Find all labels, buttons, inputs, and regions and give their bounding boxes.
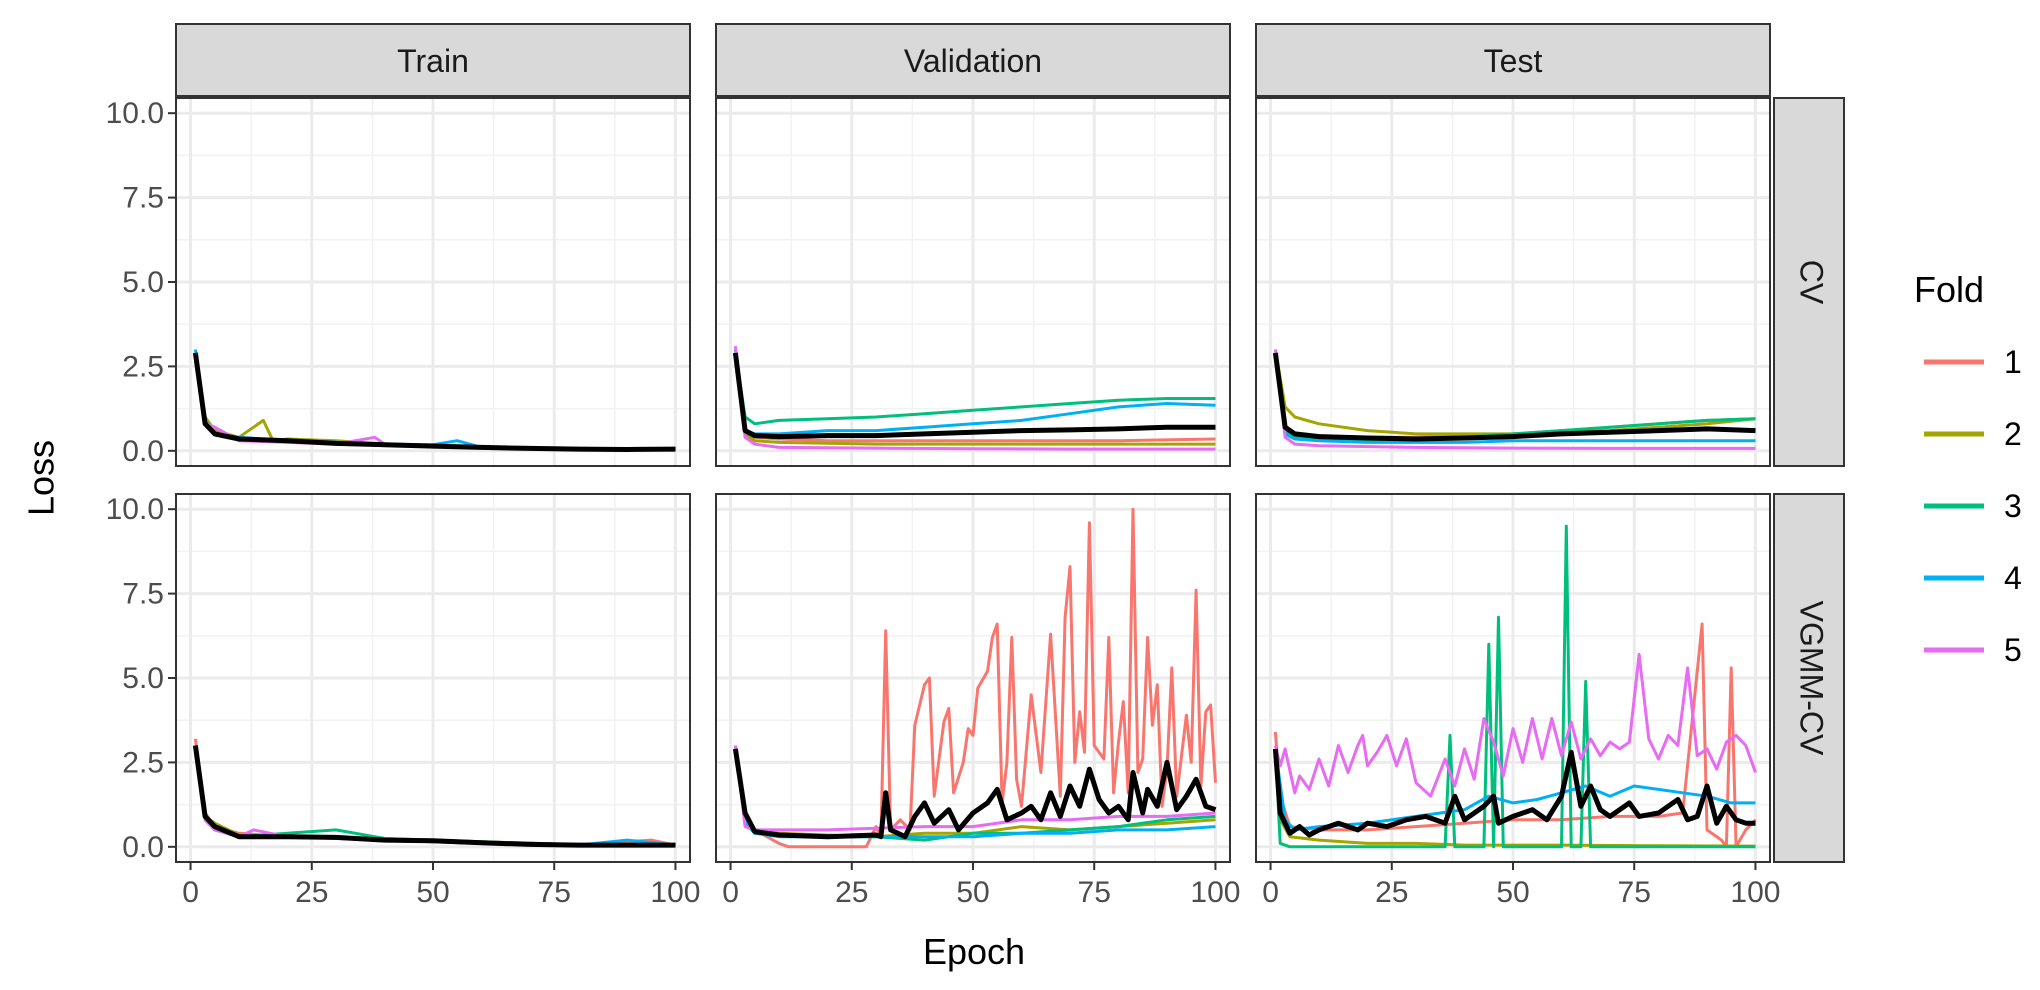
mean-line	[1272, 352, 1756, 442]
y-tick-label: 5.0	[122, 662, 164, 695]
x-tick-label: 0	[1262, 876, 1279, 909]
gridlines	[1256, 98, 1770, 466]
mean-line	[732, 352, 1216, 440]
mean-line	[1272, 748, 1756, 838]
series-group	[1272, 349, 1756, 450]
y-tick-label: 0.0	[122, 831, 164, 864]
y-tick-label: 0.0	[122, 435, 164, 468]
strip-box	[715, 23, 1231, 97]
y-tick-label: 2.5	[122, 350, 164, 383]
panel-vgmm-cv-test: 0 25 50 75 100	[1255, 493, 1780, 909]
strip-label: Test	[1484, 43, 1543, 79]
x-tick-label: 0	[182, 876, 199, 909]
series-line-fold-2	[733, 356, 1216, 446]
mean-line	[732, 748, 1217, 840]
series-group	[1272, 524, 1757, 849]
panel-cv-train: 0.0 2.5 5.0 7.5 10.0	[106, 97, 691, 468]
x-tick-label: 100	[1730, 876, 1780, 909]
legend-label: 1	[2004, 344, 2022, 380]
y-tick-label: 10.0	[106, 493, 164, 526]
legend-label: 3	[2004, 488, 2022, 524]
gridlines	[716, 98, 1230, 466]
y-tick-label: 2.5	[122, 746, 164, 779]
gridlines	[176, 98, 690, 466]
legend-item-1: 1	[1924, 344, 2022, 380]
strip-cv: CV	[1773, 97, 1845, 467]
legend: Fold 1 2 3 4 5	[1914, 269, 2022, 668]
y-tick-label: 7.5	[122, 182, 164, 215]
panel-cv-validation	[715, 97, 1231, 467]
strip-box	[1255, 23, 1771, 97]
strip-label: VGMM-CV	[1794, 601, 1830, 756]
series-group	[192, 738, 676, 848]
strip-label: Validation	[904, 43, 1042, 79]
x-tick-label: 75	[1078, 876, 1111, 909]
strip-test: Test	[1255, 23, 1771, 97]
legend-label: 5	[2004, 632, 2022, 668]
y-axis-title: Loss	[21, 440, 62, 516]
x-tick-label: 50	[1496, 876, 1529, 909]
legend-label: 4	[2004, 560, 2022, 596]
strip-train: Train	[175, 23, 691, 97]
series-line-fold-5	[1273, 349, 1756, 450]
panel-border	[715, 97, 1231, 467]
series-line-fold-4	[1273, 352, 1756, 444]
x-tick-label: 50	[416, 876, 449, 909]
mean-line	[192, 352, 676, 452]
legend-item-4: 4	[1924, 560, 2022, 596]
strip-box	[175, 23, 691, 97]
x-tick-label: 25	[835, 876, 868, 909]
legend-item-3: 3	[1924, 488, 2022, 524]
x-axis-title: Epoch	[923, 931, 1025, 972]
mean-line	[192, 745, 676, 848]
y-tick-label: 7.5	[122, 578, 164, 611]
x-tick-label: 50	[956, 876, 989, 909]
x-tick-label: 100	[1190, 876, 1240, 909]
y-tick-label: 5.0	[122, 266, 164, 299]
strip-label: CV	[1794, 260, 1830, 305]
panel-vgmm-cv-train: 0.0 2.5 5.0 7.5 10.0 0 25 50 75 100	[106, 493, 700, 909]
strip-box	[1773, 493, 1845, 863]
strip-vgmm-cv: VGMM-CV	[1773, 493, 1845, 863]
panel-cv-test	[1255, 97, 1771, 467]
legend-item-5: 5	[1924, 632, 2022, 668]
series-line-fold-3	[733, 352, 1216, 426]
strip-label: Train	[397, 43, 469, 79]
x-tick-label: 25	[1375, 876, 1408, 909]
y-tick-label: 10.0	[106, 97, 164, 130]
legend-label: 2	[2004, 416, 2022, 452]
series-group	[192, 349, 676, 452]
series-line-fold-5	[1273, 652, 1757, 798]
series-group	[732, 507, 1217, 849]
panel-vgmm-cv-validation: 0 25 50 75 100	[715, 493, 1240, 909]
series-line-fold-2	[1273, 349, 1756, 436]
x-tick-label: 100	[650, 876, 700, 909]
strip-validation: Validation	[715, 23, 1231, 97]
legend-item-2: 2	[1924, 416, 2022, 452]
x-tick-label: 25	[295, 876, 328, 909]
legend-title: Fold	[1914, 269, 1984, 310]
series-group	[732, 345, 1216, 451]
series-line-fold-5	[733, 345, 1216, 451]
series-line-fold-1	[1273, 622, 1757, 849]
x-tick-label: 75	[538, 876, 571, 909]
panel-border	[1255, 97, 1771, 467]
x-tick-label: 75	[1618, 876, 1651, 909]
strip-box	[1773, 97, 1845, 467]
x-tick-label: 0	[722, 876, 739, 909]
series-line-fold-3	[1273, 524, 1756, 849]
